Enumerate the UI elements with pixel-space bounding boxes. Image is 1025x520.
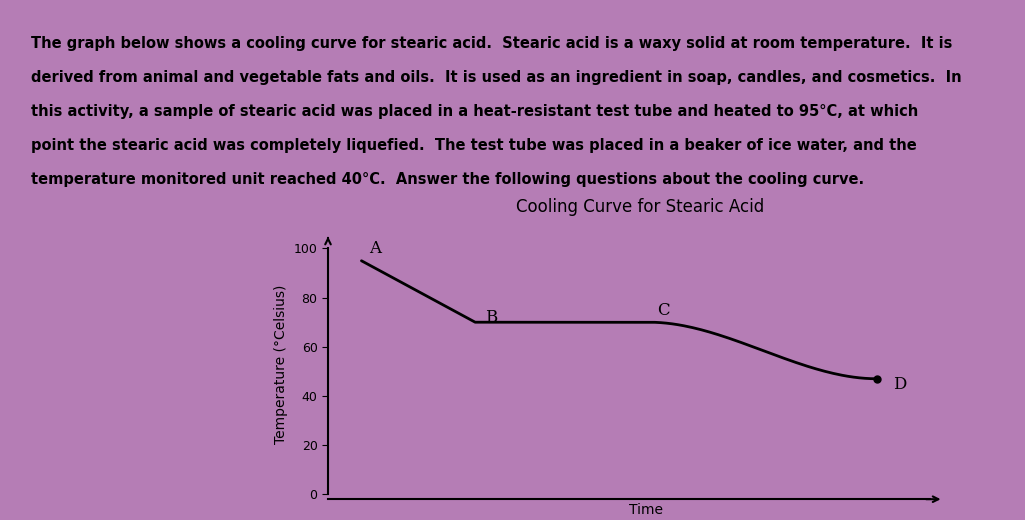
Text: C: C (657, 302, 669, 319)
Text: this activity, a sample of stearic acid was placed in a heat-resistant test tube: this activity, a sample of stearic acid … (31, 104, 918, 119)
Text: temperature monitored unit reached 40°C.  Answer the following questions about t: temperature monitored unit reached 40°C.… (31, 172, 864, 187)
Text: B: B (485, 309, 497, 326)
X-axis label: Time: Time (628, 503, 663, 517)
Text: Cooling Curve for Stearic Acid: Cooling Curve for Stearic Acid (517, 198, 765, 216)
Text: point the stearic acid was completely liquefied.  The test tube was placed in a : point the stearic acid was completely li… (31, 138, 916, 153)
Text: D: D (893, 376, 907, 394)
Y-axis label: Temperature (°Celsius): Temperature (°Celsius) (274, 284, 288, 444)
Text: derived from animal and vegetable fats and oils.  It is used as an ingredient in: derived from animal and vegetable fats a… (31, 70, 961, 85)
Text: The graph below shows a cooling curve for stearic acid.  Stearic acid is a waxy : The graph below shows a cooling curve fo… (31, 36, 952, 51)
Text: A: A (369, 240, 381, 257)
